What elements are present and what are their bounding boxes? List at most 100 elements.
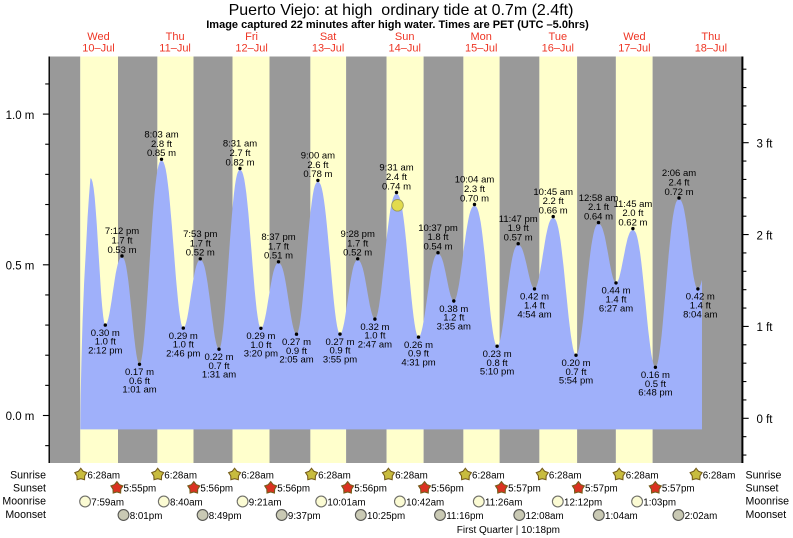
svg-text:0.9 ft: 0.9 ft <box>286 346 307 357</box>
svg-text:2.7 ft: 2.7 ft <box>229 148 250 159</box>
svg-text:0.30 m: 0.30 m <box>91 328 120 339</box>
svg-text:7:59am: 7:59am <box>91 497 124 508</box>
svg-text:1.8 ft: 1.8 ft <box>427 232 448 243</box>
svg-text:Tue: Tue <box>549 31 568 43</box>
svg-text:0.54 m: 0.54 m <box>423 242 452 253</box>
svg-text:12:12pm: 12:12pm <box>564 497 602 508</box>
svg-text:0.8 ft: 0.8 ft <box>487 358 508 369</box>
svg-text:5:57pm: 5:57pm <box>585 484 618 495</box>
svg-text:0.27 m: 0.27 m <box>282 337 311 348</box>
svg-text:1.7 ft: 1.7 ft <box>190 238 211 249</box>
svg-text:6:28am: 6:28am <box>318 470 351 481</box>
svg-text:0.9 ft: 0.9 ft <box>408 349 429 360</box>
svg-text:1:04am: 1:04am <box>605 511 638 522</box>
svg-text:0.52 m: 0.52 m <box>186 248 215 259</box>
svg-text:0.42 m: 0.42 m <box>686 292 715 303</box>
svg-text:1.9 ft: 1.9 ft <box>508 223 529 234</box>
svg-text:Moonset: Moonset <box>746 509 787 521</box>
svg-text:Image captured 22 minutes afte: Image captured 22 minutes after high wat… <box>206 19 589 31</box>
svg-text:0.27 m: 0.27 m <box>325 337 354 348</box>
svg-text:12:58 am: 12:58 am <box>579 193 619 204</box>
svg-text:0.29 m: 0.29 m <box>246 331 275 342</box>
svg-text:0.42 m: 0.42 m <box>520 292 549 303</box>
svg-text:2:02am: 2:02am <box>685 511 718 522</box>
svg-text:2:47 am: 2:47 am <box>358 340 392 351</box>
svg-text:0.0 m: 0.0 m <box>6 411 35 423</box>
svg-text:Thu: Thu <box>166 31 185 43</box>
svg-text:6:28am: 6:28am <box>472 470 505 481</box>
svg-text:5:55pm: 5:55pm <box>124 484 157 495</box>
svg-text:3 ft: 3 ft <box>757 138 774 150</box>
svg-text:3:55 pm: 3:55 pm <box>323 355 357 366</box>
svg-text:Moonset: Moonset <box>5 509 46 521</box>
svg-text:2:05 am: 2:05 am <box>279 355 313 366</box>
svg-text:0.52 m: 0.52 m <box>343 248 372 259</box>
svg-text:Fri: Fri <box>245 31 258 43</box>
svg-text:1.0 ft: 1.0 ft <box>173 340 194 351</box>
svg-text:2.4 ft: 2.4 ft <box>668 178 689 189</box>
svg-text:Sunrise: Sunrise <box>746 469 782 481</box>
svg-text:Moonrise: Moonrise <box>746 495 790 507</box>
svg-text:0.85 m: 0.85 m <box>147 148 176 159</box>
svg-text:18–Jul: 18–Jul <box>695 43 727 55</box>
svg-text:2 ft: 2 ft <box>757 230 774 242</box>
svg-text:0.70 m: 0.70 m <box>460 193 489 204</box>
svg-text:Sun: Sun <box>395 31 415 43</box>
svg-text:10:45 am: 10:45 am <box>533 187 573 198</box>
svg-text:6:28am: 6:28am <box>703 470 736 481</box>
svg-text:0.9 ft: 0.9 ft <box>329 346 350 357</box>
svg-text:3:35 am: 3:35 am <box>437 321 471 332</box>
svg-text:10:42am: 10:42am <box>406 497 444 508</box>
svg-text:1.0 m: 1.0 m <box>6 110 35 122</box>
svg-text:11:16pm: 11:16pm <box>446 511 483 522</box>
svg-text:12:08am: 12:08am <box>526 511 564 522</box>
svg-text:0.38 m: 0.38 m <box>439 304 468 315</box>
svg-text:9:31 am: 9:31 am <box>379 163 413 174</box>
svg-text:5:56pm: 5:56pm <box>354 484 387 495</box>
svg-text:2:46 pm: 2:46 pm <box>166 349 200 360</box>
svg-text:Sunrise: Sunrise <box>10 469 46 481</box>
svg-text:10–Jul: 10–Jul <box>82 43 114 55</box>
svg-text:9:28 pm: 9:28 pm <box>341 229 375 240</box>
svg-text:9:00 am: 9:00 am <box>301 151 335 162</box>
svg-text:11–Jul: 11–Jul <box>159 43 191 55</box>
svg-text:4:54 am: 4:54 am <box>517 309 551 320</box>
svg-text:1:01 am: 1:01 am <box>122 385 156 396</box>
svg-text:12–Jul: 12–Jul <box>235 43 267 55</box>
svg-text:1.7 ft: 1.7 ft <box>268 241 289 252</box>
svg-text:0.32 m: 0.32 m <box>360 322 389 333</box>
svg-text:0.23 m: 0.23 m <box>483 349 512 360</box>
svg-text:0 ft: 0 ft <box>757 414 774 426</box>
svg-text:6:48 pm: 6:48 pm <box>638 388 672 399</box>
svg-text:1.7 ft: 1.7 ft <box>111 236 132 247</box>
svg-text:5:57pm: 5:57pm <box>662 484 695 495</box>
svg-text:5:56pm: 5:56pm <box>431 484 464 495</box>
svg-text:0.5 m: 0.5 m <box>6 261 35 273</box>
svg-text:0.7 ft: 0.7 ft <box>208 361 229 372</box>
svg-text:5:57pm: 5:57pm <box>508 484 541 495</box>
svg-text:0.29 m: 0.29 m <box>169 331 198 342</box>
svg-text:1.7 ft: 1.7 ft <box>347 238 368 249</box>
svg-text:10:37 pm: 10:37 pm <box>418 223 458 234</box>
svg-text:6:28am: 6:28am <box>164 470 197 481</box>
svg-text:15–Jul: 15–Jul <box>465 43 497 55</box>
svg-text:8:49pm: 8:49pm <box>209 511 242 522</box>
svg-text:7:12 pm: 7:12 pm <box>105 226 139 237</box>
svg-text:10:01am: 10:01am <box>327 497 365 508</box>
svg-text:0.78 m: 0.78 m <box>303 169 332 180</box>
svg-text:0.72 m: 0.72 m <box>664 187 693 198</box>
svg-text:1:31 am: 1:31 am <box>202 370 236 381</box>
svg-text:0.51 m: 0.51 m <box>264 251 293 262</box>
svg-text:Sunset: Sunset <box>746 482 779 494</box>
svg-text:6:28am: 6:28am <box>549 470 582 481</box>
svg-text:0.16 m: 0.16 m <box>641 370 670 381</box>
svg-text:Puerto Viejo: at high ordinar: Puerto Viejo: at high ordinary tide at 0… <box>229 2 574 19</box>
svg-text:0.6 ft: 0.6 ft <box>129 376 150 387</box>
svg-text:0.82 m: 0.82 m <box>225 157 254 168</box>
svg-text:17–Jul: 17–Jul <box>618 43 650 55</box>
svg-text:10:25pm: 10:25pm <box>367 511 405 522</box>
svg-text:8:31 am: 8:31 am <box>223 139 257 150</box>
svg-text:0.62 m: 0.62 m <box>618 217 647 228</box>
svg-text:14–Jul: 14–Jul <box>388 43 420 55</box>
svg-text:Sat: Sat <box>320 31 337 43</box>
